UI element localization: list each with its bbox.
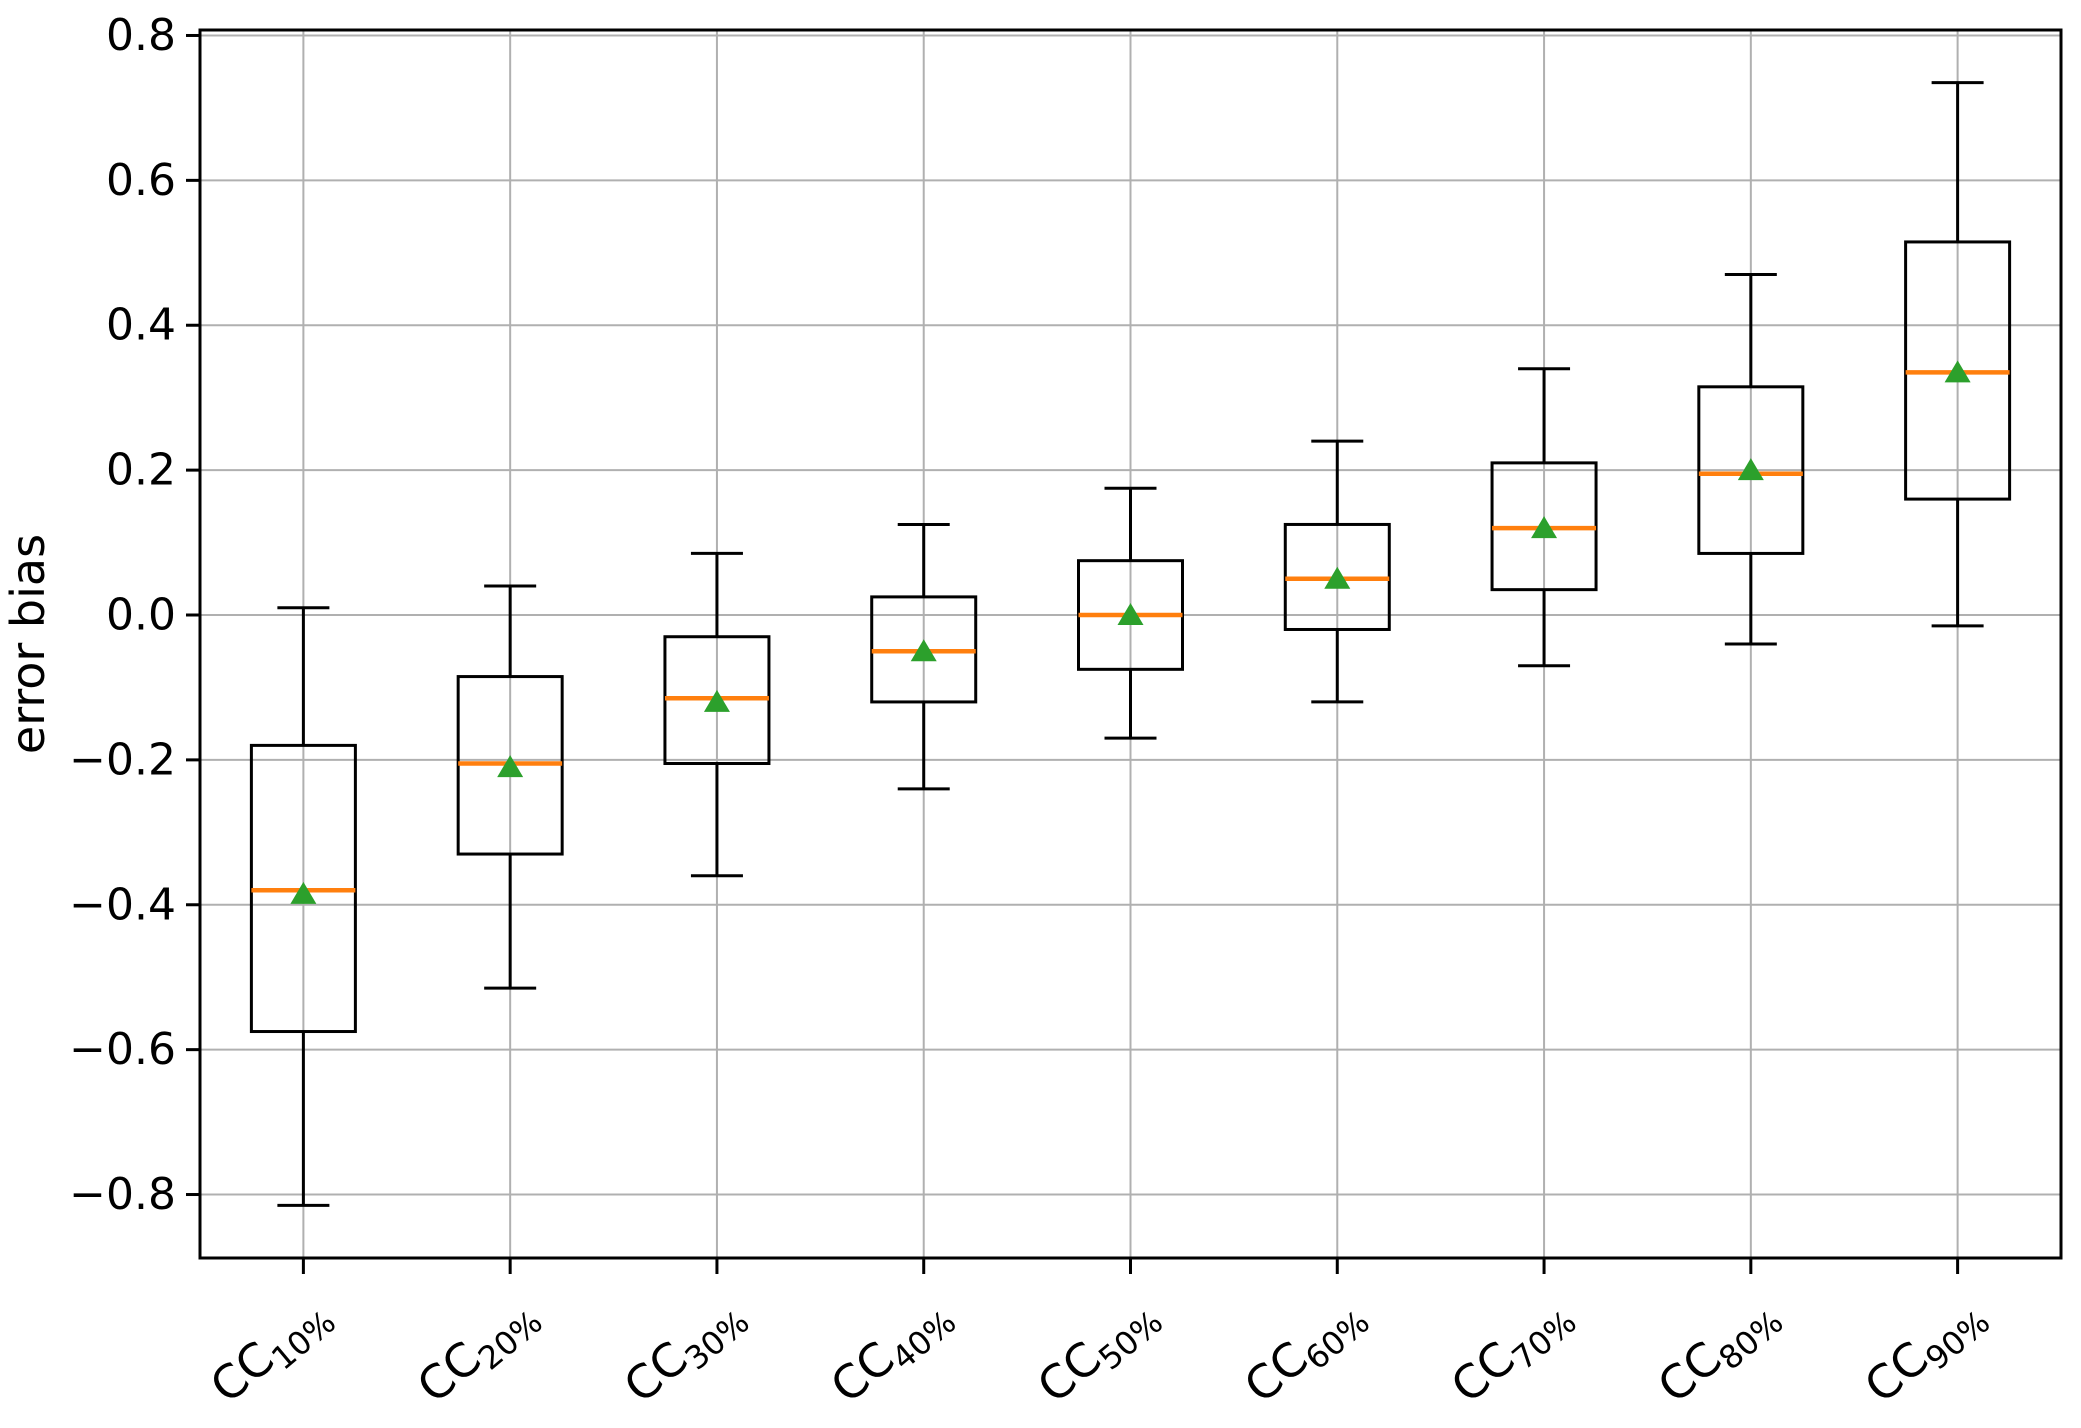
boxplot-group-cc40pct [870,522,978,791]
y-tick-label: −0.6 [69,1024,176,1075]
x-tick-label-subscript: 50% [1091,1303,1170,1378]
boxplot-group-cc90pct [1904,81,2012,628]
mean-marker [290,881,317,904]
mean-marker [1944,360,1971,383]
y-tick-label: 0.2 [106,445,176,496]
x-tick-label-cc90pct: CC90% [1854,1285,1997,1419]
mean-marker [910,639,937,662]
y-tick-label: −0.2 [69,734,176,785]
box-layer [249,81,2012,1207]
x-tick-label-subscript: 90% [1918,1303,1997,1378]
x-tick-label-subscript: 30% [678,1303,757,1378]
mean-marker [1737,458,1764,481]
boxplot-group-cc20pct [456,584,564,990]
y-tick-label: −0.8 [69,1169,176,1220]
x-tick-label-subscript: 20% [471,1303,550,1378]
boxplot-group-cc10pct [249,606,357,1207]
grid-layer [200,30,2061,1258]
boxplot-group-cc60pct [1283,439,1391,704]
x-tick-label-subscript: 70% [1505,1303,1584,1378]
plot-border [198,28,2063,1260]
mean-marker [1324,566,1351,589]
boxplot-group-cc50pct [1077,486,1184,740]
x-tick-label-cc70pct: CC70% [1441,1285,1584,1419]
boxplot-group-cc30pct [663,551,771,878]
y-tick-label: 0.4 [106,300,176,351]
iqr-box [1697,385,1805,555]
x-tick-label-cc80pct: CC80% [1647,1285,1790,1419]
x-tick-label-cc30pct: CC30% [614,1285,757,1419]
x-tick-label-subscript: 40% [884,1303,963,1378]
y-axis-label: error bias [1,534,55,754]
mean-marker [497,755,524,778]
x-tick-label-cc60pct: CC60% [1234,1285,1377,1419]
x-tick-label-subscript: 10% [264,1303,343,1378]
y-tick-label: 0.8 [106,10,176,61]
x-tick-label-subscript: 80% [1711,1303,1790,1378]
x-tick-label-cc10pct: CC10% [200,1285,343,1419]
y-tick-label: 0.6 [106,155,176,206]
boxplot-group-cc80pct [1697,273,1805,646]
y-tick-label: 0.0 [106,590,176,641]
x-tick-label-cc20pct: CC20% [407,1285,550,1419]
boxplot-group-cc70pct [1490,367,1598,668]
x-tick-label-cc40pct: CC40% [820,1285,963,1419]
mean-marker [1117,603,1144,625]
y-tick-label: −0.4 [69,879,176,930]
x-tick-label-subscript: 60% [1298,1303,1377,1378]
tick-layer: 0.8 0.6 0.4 0.2 0.0 −0.2 −0.4 −0.6 −0.8 CC10% CC20… [69,10,1997,1419]
mean-marker [703,689,730,712]
x-tick-label-cc50pct: CC50% [1027,1285,1170,1419]
mean-marker [1531,516,1558,539]
